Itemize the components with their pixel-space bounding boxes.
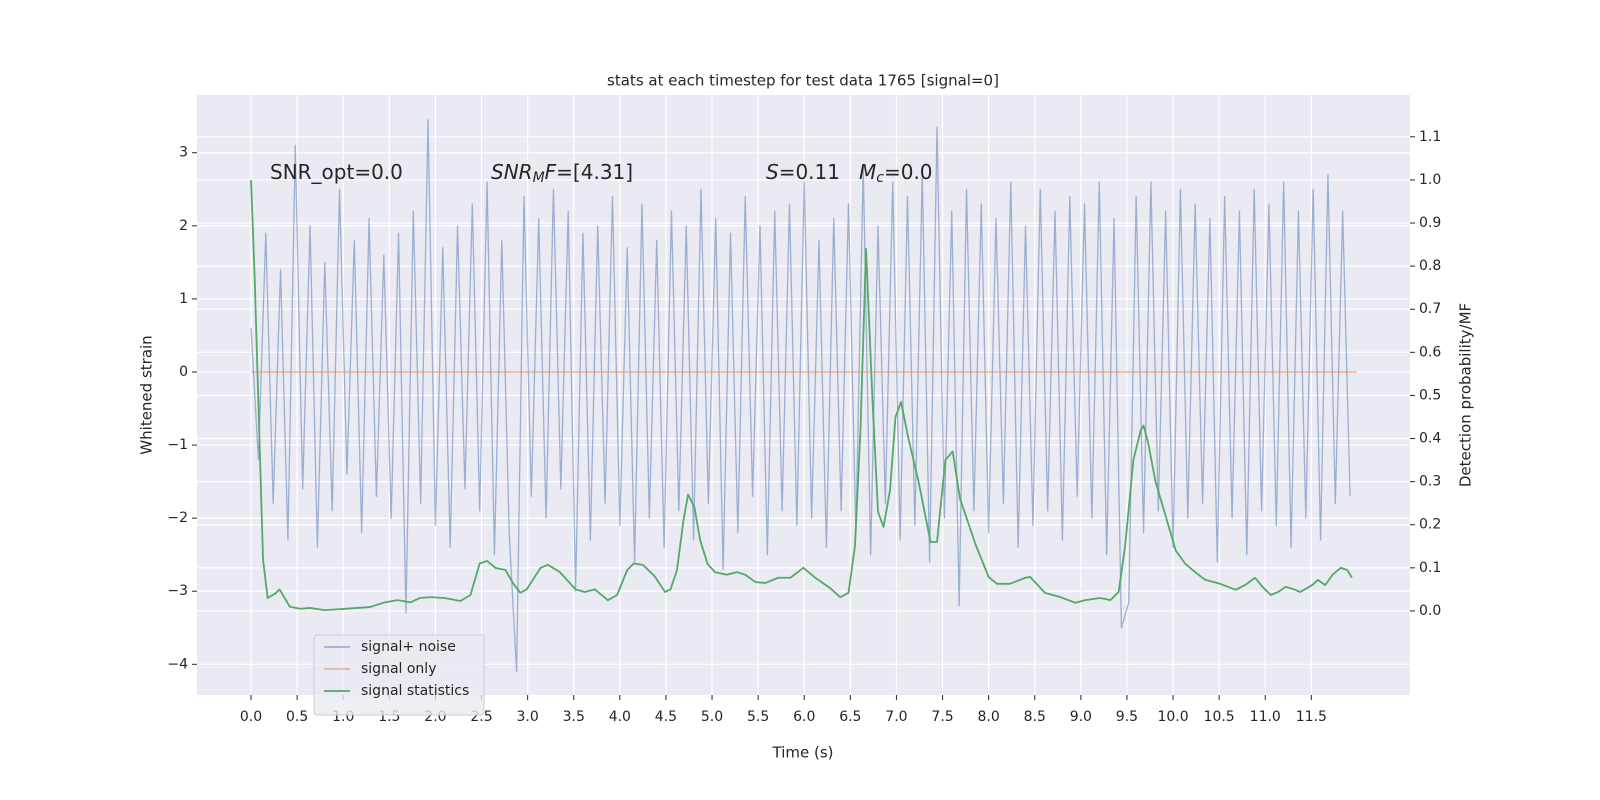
legend-label: signal statistics: [361, 683, 469, 699]
y-tick-label: 1: [179, 291, 188, 307]
x-tick-label: 3.0: [517, 709, 539, 725]
x-tick-label: 11.0: [1250, 709, 1281, 725]
series-line: [250, 119, 1351, 673]
x-axis-label: Time (s): [772, 744, 834, 762]
y2-tick-label: 0.5: [1419, 387, 1441, 403]
annotation: S=0.11: [766, 160, 840, 184]
y-tick-label: −3: [167, 583, 188, 599]
x-tick-label: 11.5: [1296, 709, 1327, 725]
x-tick-label: 10.0: [1157, 709, 1188, 725]
y2-tick-label: 0.0: [1419, 603, 1441, 619]
x-tick-label: 9.0: [1070, 709, 1092, 725]
plot-lines: [250, 119, 1357, 673]
annotation-part: c: [876, 170, 884, 186]
x-tick-label: 5.5: [747, 709, 769, 725]
x-tick-label: 4.5: [655, 709, 677, 725]
x-tick-label: 5.0: [701, 709, 723, 725]
legend-box: [313, 634, 485, 716]
y2-tick-label: 0.1: [1419, 560, 1441, 576]
x-tick-label: 0.5: [286, 709, 308, 725]
chart-title: stats at each timestep for test data 176…: [607, 72, 999, 90]
y2-tick-label: 1.1: [1419, 129, 1441, 145]
grid: [197, 95, 1410, 695]
y-tick-label: 0: [179, 364, 188, 380]
y2-tick-label: 0.6: [1419, 344, 1441, 360]
x-tick-label: 7.5: [931, 709, 953, 725]
legend: signal+ noise signal only signal statistic…: [313, 634, 485, 716]
y-tick-label: −4: [167, 656, 188, 672]
annotation-part: SNR: [491, 160, 533, 184]
annotation-part: =0.11: [779, 160, 840, 184]
labels: 0.0 0.5 1.0 1.5 2.0 2.5 3.0 3.5 4.0 4.5 5.0 5.5 6.0 6…: [167, 129, 1441, 725]
x-tick-label: 4.0: [609, 709, 631, 725]
y2-tick-label: 0.2: [1419, 517, 1441, 533]
y2-tick-label: 1.0: [1419, 172, 1441, 188]
x-tick-label: 6.0: [793, 709, 815, 725]
y2-tick-label: 0.3: [1419, 474, 1441, 490]
y-tick-label: −1: [167, 437, 188, 453]
annotation: SNR_opt=0.0: [270, 160, 403, 184]
x-tick-label: 10.5: [1204, 709, 1235, 725]
y-tick-label: 2: [179, 218, 188, 234]
annotation: Mc=0.0: [859, 160, 933, 187]
y2-tick-label: 0.4: [1419, 431, 1441, 447]
y2-tick-label: 0.7: [1419, 301, 1441, 317]
x-tick-label: 0.0: [240, 709, 262, 725]
x-tick-label: 8.0: [978, 709, 1000, 725]
y2-tick-label: 0.8: [1419, 258, 1441, 274]
y-tick-label: 3: [179, 145, 188, 161]
legend-label: signal only: [361, 661, 436, 677]
annotation-part: M: [533, 170, 545, 186]
x-tick-label: 9.5: [1116, 709, 1138, 725]
x-tick-label: 8.5: [1024, 709, 1046, 725]
series-line: [250, 179, 1353, 611]
y2-tick-label: 0.9: [1419, 215, 1441, 231]
annotation-part: =0.0: [884, 160, 933, 184]
legend-label: signal+ noise: [361, 639, 456, 655]
x-tick-label: 6.5: [839, 709, 861, 725]
y-axis-label: Whitened strain: [138, 335, 156, 454]
x-tick-label: 3.5: [563, 709, 585, 725]
annotation-part: S: [766, 160, 779, 184]
annotation-part: =[4.31]: [556, 160, 633, 184]
y-tick-label: −2: [167, 510, 188, 526]
x-tick-label: 7.0: [885, 709, 907, 725]
annotation-part: F: [545, 160, 557, 184]
annotation-part: M: [859, 160, 876, 184]
annotation: SNRMF=[4.31]: [491, 160, 633, 187]
annotation-part: SNR_opt=0.0: [270, 160, 403, 184]
y2-axis-label: Detection probability/MF: [1457, 303, 1475, 487]
